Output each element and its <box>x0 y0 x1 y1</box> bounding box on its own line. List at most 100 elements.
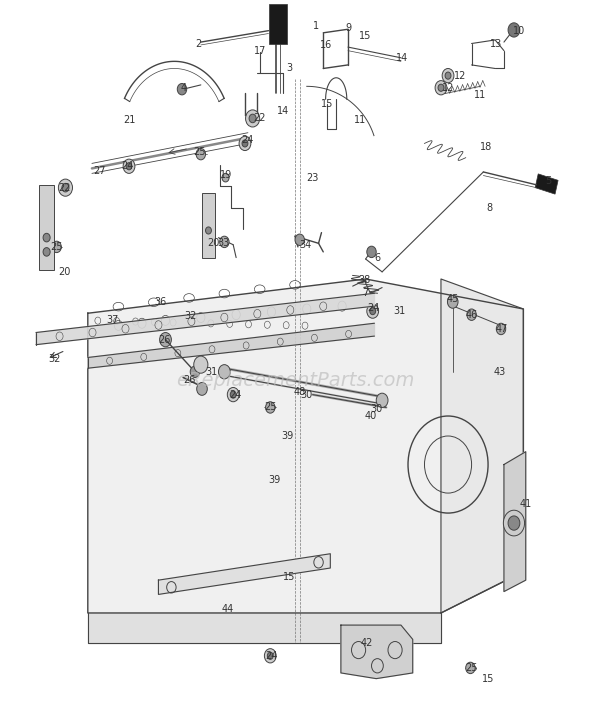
Circle shape <box>218 365 230 379</box>
Text: 36: 36 <box>155 297 167 307</box>
Circle shape <box>447 295 458 308</box>
Circle shape <box>266 402 275 413</box>
Text: 15: 15 <box>283 572 296 582</box>
Text: 24: 24 <box>121 162 133 172</box>
Text: 32: 32 <box>48 354 61 364</box>
Text: 47: 47 <box>496 324 509 334</box>
Circle shape <box>205 227 211 234</box>
Text: 24: 24 <box>266 651 278 661</box>
Text: 31: 31 <box>205 367 218 377</box>
Text: 14: 14 <box>277 107 289 117</box>
Circle shape <box>264 649 276 663</box>
Circle shape <box>508 516 520 531</box>
Circle shape <box>370 307 376 315</box>
Circle shape <box>43 247 50 256</box>
Text: 32: 32 <box>184 311 196 321</box>
Circle shape <box>367 304 379 318</box>
Text: 45: 45 <box>447 294 459 304</box>
Text: 26: 26 <box>158 335 171 345</box>
Circle shape <box>177 84 186 95</box>
Circle shape <box>52 241 61 252</box>
Circle shape <box>227 388 239 402</box>
Circle shape <box>196 149 205 160</box>
Polygon shape <box>88 279 523 613</box>
Text: 26: 26 <box>183 375 195 385</box>
Text: 42: 42 <box>360 638 373 648</box>
Text: 21: 21 <box>123 115 135 125</box>
Text: 25: 25 <box>194 147 206 157</box>
Text: 43: 43 <box>494 367 506 377</box>
Text: eReplacementParts.com: eReplacementParts.com <box>176 371 414 390</box>
Text: 15: 15 <box>321 99 333 109</box>
Circle shape <box>196 383 207 395</box>
Circle shape <box>367 246 376 257</box>
Text: 25: 25 <box>264 403 277 413</box>
Polygon shape <box>88 323 375 368</box>
Circle shape <box>245 110 260 127</box>
Circle shape <box>123 159 135 174</box>
Text: 17: 17 <box>254 46 266 56</box>
Text: 27: 27 <box>93 166 106 176</box>
Text: 20: 20 <box>58 267 70 277</box>
Text: 15: 15 <box>482 674 494 684</box>
Polygon shape <box>88 613 441 643</box>
Circle shape <box>438 84 444 92</box>
Polygon shape <box>504 452 526 591</box>
Text: 31: 31 <box>394 306 406 316</box>
Text: 4: 4 <box>180 83 186 93</box>
Circle shape <box>219 236 229 247</box>
Text: 48: 48 <box>294 387 306 397</box>
Text: 19: 19 <box>220 170 232 179</box>
Circle shape <box>58 179 73 196</box>
Text: 7: 7 <box>362 288 369 298</box>
Text: 39: 39 <box>268 475 280 485</box>
Bar <box>268 4 287 44</box>
Circle shape <box>242 140 248 147</box>
Circle shape <box>466 662 475 674</box>
Polygon shape <box>36 293 375 345</box>
Text: 33: 33 <box>217 238 230 248</box>
Text: 24: 24 <box>368 302 380 312</box>
Text: 8: 8 <box>486 202 492 212</box>
Text: 46: 46 <box>466 310 478 320</box>
Text: 40: 40 <box>364 411 376 421</box>
Text: 34: 34 <box>300 240 312 250</box>
Circle shape <box>496 323 506 335</box>
Text: 30: 30 <box>301 390 313 400</box>
Circle shape <box>222 174 229 182</box>
Circle shape <box>249 114 256 123</box>
Text: 22: 22 <box>58 182 71 192</box>
Text: 24: 24 <box>229 390 241 400</box>
Text: 1: 1 <box>313 21 319 31</box>
Text: 2: 2 <box>195 39 201 49</box>
Circle shape <box>190 366 199 378</box>
Circle shape <box>376 393 388 408</box>
Polygon shape <box>441 279 523 613</box>
Text: 5: 5 <box>545 175 551 185</box>
Circle shape <box>194 356 208 373</box>
Text: 10: 10 <box>513 26 525 36</box>
Text: 38: 38 <box>358 275 371 285</box>
Circle shape <box>435 81 447 95</box>
Circle shape <box>503 511 525 536</box>
Text: 25: 25 <box>50 242 63 252</box>
Circle shape <box>62 183 69 192</box>
Bar <box>39 184 54 270</box>
Circle shape <box>508 23 520 37</box>
Text: 12: 12 <box>454 71 466 81</box>
Circle shape <box>43 233 50 242</box>
Text: 41: 41 <box>520 499 532 509</box>
Text: 3: 3 <box>286 64 292 74</box>
Text: 14: 14 <box>396 53 408 63</box>
Text: 11: 11 <box>353 115 366 125</box>
Circle shape <box>239 137 251 151</box>
Circle shape <box>445 72 451 79</box>
Circle shape <box>467 309 476 320</box>
Circle shape <box>267 652 273 659</box>
Bar <box>535 174 558 194</box>
Text: 15: 15 <box>359 31 372 41</box>
Text: 25: 25 <box>466 663 478 673</box>
Text: 30: 30 <box>370 404 382 414</box>
Text: 9: 9 <box>345 23 351 33</box>
Polygon shape <box>159 553 330 594</box>
